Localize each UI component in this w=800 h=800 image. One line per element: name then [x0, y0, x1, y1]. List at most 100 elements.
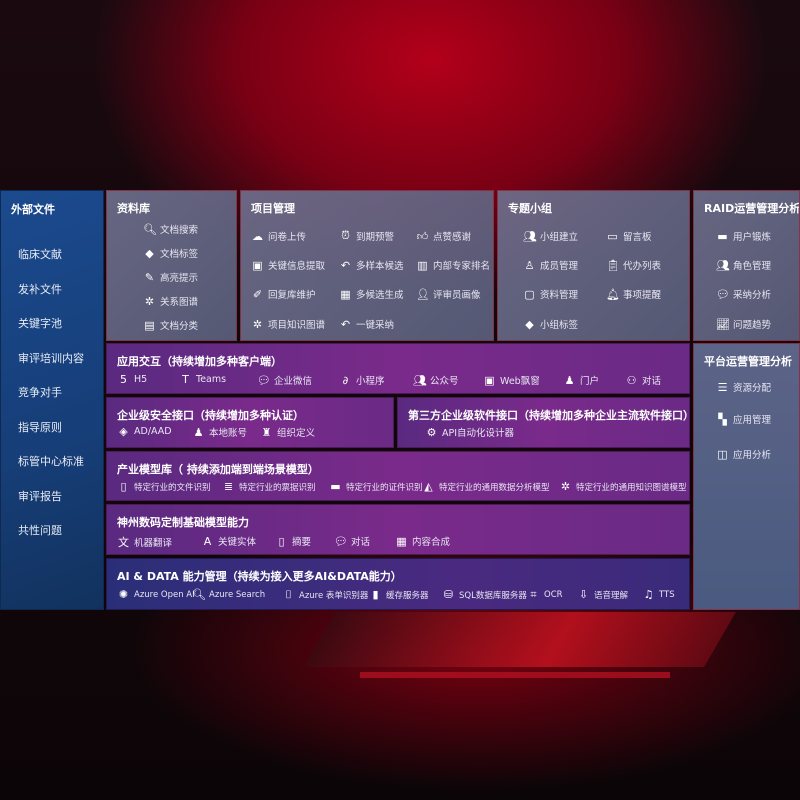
panel-title: 企业级安全接口（持续增加多种认证） — [117, 409, 304, 422]
sidebar-item[interactable]: 共性问题 — [18, 524, 62, 537]
item-AD/AAD[interactable]: ◈ AD/AAD — [117, 425, 171, 438]
chat-users-icon: ⚇ — [626, 373, 637, 387]
item-对话[interactable]: ⚇ 对话 — [625, 373, 661, 388]
item-label: OCR — [544, 590, 563, 600]
item-小程序[interactable]: ∂ 小程序 — [339, 373, 385, 388]
item-文档分类[interactable]: ▤ 文档分类 — [143, 318, 198, 333]
item-应用管理[interactable]: ▚ 应用管理 — [716, 412, 771, 427]
item-文档标签[interactable]: ◆ 文档标签 — [143, 246, 198, 261]
item-TTS[interactable]: ♫ TTS — [642, 588, 675, 601]
item-特定行业的通用数据分析模型[interactable]: ◭ 特定行业的通用数据分析模型 — [422, 480, 549, 493]
item-应用分析[interactable]: ◫ 应用分析 — [716, 447, 771, 462]
item-label: 问题趋势 — [733, 320, 772, 331]
item-门户[interactable]: ♟ 门户 — [563, 373, 599, 388]
item-label: Azure Open AI — [134, 589, 195, 600]
item-Azure 表单识别器[interactable]: ⌷ Azure 表单识别器 — [282, 588, 368, 602]
item-特定行业的票据识别[interactable]: ≣ 特定行业的票据识别 — [222, 480, 316, 493]
ranking-icon: ▥ — [417, 258, 428, 272]
item-label: 成员管理 — [540, 261, 579, 272]
item-特定行业的证件识别[interactable]: ▬ 特定行业的证件识别 — [329, 480, 422, 493]
item-回复库维护[interactable]: ✐ 回复库维护 — [251, 287, 316, 302]
item-特定行业的通用知识图谱模型[interactable]: ✲ 特定行业的通用知识图谱模型 — [559, 480, 687, 493]
item-成员管理[interactable]: ♙ 成员管理 — [523, 258, 579, 273]
panel-platform: 平台运营管理分析 ☰ 资源分配 ▚ 应用管理 ◫ 应用分析 — [693, 343, 800, 610]
item-关键信息提取[interactable]: ▣ 关键信息提取 — [251, 258, 325, 273]
item-点赞感谢[interactable]: 👍︎ 点赞感谢 — [416, 229, 471, 244]
item-语音理解[interactable]: ⇩ 语音理解 — [577, 588, 628, 601]
item-label: 语音理解 — [594, 590, 629, 601]
item-label: 本地账号 — [209, 428, 248, 439]
item-事项提醒[interactable]: 🔔︎ 事项提醒 — [606, 287, 661, 302]
group-icon: 👥︎ — [523, 229, 537, 243]
item-评审员画像[interactable]: 👤︎ 评审员画像 — [416, 287, 481, 302]
item-label: 缓存服务器 — [386, 590, 429, 601]
item-资源分配[interactable]: ☰ 资源分配 — [716, 380, 771, 395]
item-资料管理[interactable]: ▢ 资料管理 — [523, 287, 578, 302]
thumbs-up-icon: 👍︎ — [416, 229, 429, 243]
item-Azure Search[interactable]: 🔍︎ Azure Search — [192, 588, 265, 601]
sidebar-item[interactable]: 审评报告 — [18, 489, 62, 503]
user-lock-icon: ♟ — [193, 425, 204, 439]
panel-group: 专题小组 👥︎ 小组建立 ▭ 留言板 ♙ 成员管理 📋︎ 代办列表 ▢ 资料管理 🔔︎ 事项提醒 ◆ 小组标… — [497, 190, 690, 341]
item-H5[interactable]: 5 H5 — [117, 373, 147, 386]
item-机器翻译[interactable]: 文机器翻译 — [117, 534, 172, 550]
item-一键采纳[interactable]: ↶ 一键采纳 — [339, 317, 394, 332]
file-icon: ▯ — [120, 480, 127, 493]
sidebar-item[interactable]: 发补文件 — [18, 282, 62, 296]
item-label: 小程序 — [356, 376, 385, 387]
item-label: 角色管理 — [733, 261, 772, 272]
item-SQL数据库服务器[interactable]: ⛁ SQL数据库服务器 — [442, 588, 527, 601]
item-关系图谱[interactable]: ✲ 关系图谱 — [143, 294, 198, 309]
item-label: API自动化设计器 — [442, 428, 515, 439]
item-内容合成[interactable]: ▦ 内容合成 — [395, 534, 451, 549]
panel-title: RAID运营管理分析 — [704, 202, 800, 215]
sidebar-item[interactable]: 标管中心标准 — [18, 455, 84, 468]
item-label: 文档搜索 — [160, 225, 199, 236]
sidebar-item[interactable]: 审评培训内容 — [18, 351, 84, 365]
item-label: 内容合成 — [412, 537, 451, 548]
item-代办列表[interactable]: 📋︎ 代办列表 — [606, 258, 661, 273]
item-内部专家排名[interactable]: ▥ 内部专家排名 — [416, 258, 490, 273]
sidebar-item[interactable]: 指导原则 — [18, 420, 62, 434]
item-采纳分析[interactable]: 💬︎ 采纳分析 — [716, 287, 771, 302]
item-高亮提示[interactable]: ✎ 高亮提示 — [143, 270, 198, 285]
panel-library: 资料库 🔍︎ 文档搜索 ◆ 文档标签 ✎ 高亮提示 ✲ 关系图谱 ▤ 文档分类 — [106, 190, 237, 341]
item-label: 特定行业的通用知识图谱模型 — [576, 482, 687, 493]
item-对话[interactable]: 💬︎ 对话 — [334, 534, 370, 549]
item-小组建立[interactable]: 👥︎ 小组建立 — [523, 229, 578, 244]
item-留言板[interactable]: ▭ 留言板 — [606, 229, 651, 244]
item-Azure Open AI[interactable]: ✺ Azure Open AI — [117, 588, 195, 601]
item-项目知识图谱[interactable]: ✲ 项目知识图谱 — [251, 317, 325, 332]
sidebar-item[interactable]: 临床文献 — [18, 248, 62, 261]
sidebar-item[interactable]: 竞争对手 — [18, 386, 62, 399]
item-文档搜索[interactable]: 🔍︎ 文档搜索 — [143, 222, 199, 237]
item-Web飘窗[interactable]: ▣ Web飘窗 — [483, 373, 539, 388]
item-缓存服务器[interactable]: ▮ 缓存服务器 — [369, 588, 429, 601]
item-问卷上传[interactable]: ☁ 问卷上传 — [251, 229, 307, 244]
item-问题趋势[interactable]: 📈︎ 问题趋势 — [716, 317, 772, 332]
tts-icon: ♫ — [643, 588, 654, 601]
item-公众号[interactable]: 👥︎ 公众号 — [413, 373, 459, 388]
item-本地账号[interactable]: ♟ 本地账号 — [192, 425, 248, 440]
item-多候选生成[interactable]: ▦ 多候选生成 — [339, 287, 404, 302]
item-label: 多候选生成 — [356, 290, 404, 301]
item-label: 问卷上传 — [268, 232, 307, 243]
item-label: 回复库维护 — [268, 290, 316, 301]
item-角色管理[interactable]: 👥︎ 角色管理 — [716, 258, 772, 273]
item-小组标签[interactable]: ◆ 小组标签 — [523, 317, 578, 332]
receipt-icon: ≣ — [223, 480, 234, 493]
item-摘要[interactable]: ▯ 摘要 — [275, 534, 311, 549]
item-多样本候选[interactable]: ↶ 多样本候选 — [339, 258, 404, 273]
item-企业微信[interactable]: 💬︎ 企业微信 — [257, 373, 312, 388]
item-组织定义[interactable]: ♜ 组织定义 — [260, 425, 315, 440]
item-用户锻炼[interactable]: ▬ 用户锻炼 — [716, 229, 771, 244]
item-关键实体[interactable]: A 关键实体 — [201, 534, 256, 549]
item-到期预警[interactable]: ⏰︎ 到期预警 — [339, 229, 394, 243]
item-Teams[interactable]: T Teams — [179, 373, 226, 386]
trend-icon: 📈︎ — [716, 317, 730, 331]
item-OCR[interactable]: ⌗ OCR — [527, 588, 563, 602]
sidebar-item[interactable]: 关键字池 — [18, 317, 62, 330]
item-API自动化设计器[interactable]: ⚙ API自动化设计器 — [425, 425, 515, 440]
item-特定行业的文件识别[interactable]: ▯ 特定行业的文件识别 — [117, 480, 210, 493]
translate-icon: 文 — [118, 536, 129, 549]
